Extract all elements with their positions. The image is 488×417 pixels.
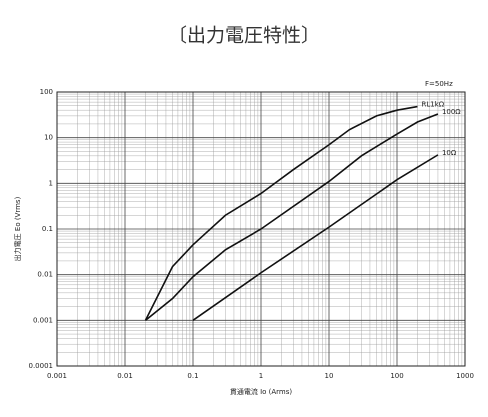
y-tick-label: 0.01: [37, 271, 53, 279]
x-tick-label: 1: [259, 372, 263, 380]
x-tick-label: 10: [325, 372, 334, 380]
series-label: 10Ω: [442, 149, 457, 157]
x-tick-label: 0.001: [47, 372, 67, 380]
y-tick-label: 1: [49, 179, 53, 187]
chart-title: 〔出力電圧特性〕: [168, 25, 320, 47]
y-tick-label: 100: [40, 88, 53, 96]
x-tick-label: 1000: [456, 372, 474, 380]
x-tick-label: 0.1: [187, 372, 198, 380]
y-tick-label: 0.1: [42, 225, 53, 233]
y-axis-label: 出力電圧 Eo (Vrms): [13, 196, 22, 261]
series-label: 100Ω: [442, 108, 461, 116]
line-series: [144, 113, 439, 321]
y-tick-label: 0.001: [33, 316, 53, 324]
line-series: [144, 105, 418, 321]
y-tick-label: 0.0001: [29, 362, 54, 370]
x-tick-label: 100: [390, 372, 403, 380]
y-tick-label: 10: [44, 134, 53, 142]
annotation: F=50Hz: [425, 80, 453, 88]
plot-frame: [56, 91, 466, 367]
x-tick-label: 0.01: [117, 372, 133, 380]
line-series: [192, 154, 439, 321]
x-axis-label: 貫通電流 Io (Arms): [230, 387, 293, 396]
series-label: RL1kΩ: [421, 101, 444, 109]
